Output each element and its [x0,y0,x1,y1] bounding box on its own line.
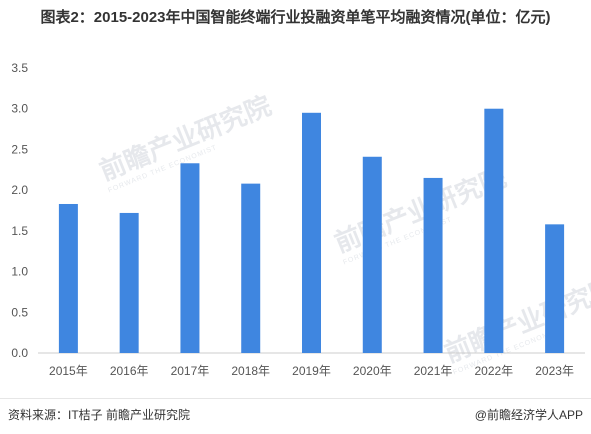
x-tick-label: 2016年 [110,364,149,378]
x-tick-label: 2017年 [171,364,210,378]
y-tick-label: 0.0 [11,346,28,360]
bar-2017年 [180,163,200,353]
bar-2020年 [362,156,382,353]
y-tick-label: 3.0 [11,102,28,116]
brand-note: @前瞻经济学人APP [474,408,583,422]
x-tick-label: 2023年 [535,364,574,378]
y-tick-label: 0.5 [11,305,28,319]
bar-2016年 [119,212,139,353]
chart-title: 图表2：2015-2023年中国智能终端行业投融资单笔平均融资情况(单位：亿元) [40,9,551,26]
x-tick-label: 2018年 [231,364,270,378]
y-tick-label: 1.0 [11,265,28,279]
x-tick-label: 2020年 [353,364,392,378]
footer-divider [0,398,591,399]
bar-2018年 [241,183,261,353]
y-tick-label: 2.5 [11,142,28,156]
bar-2019年 [302,112,321,354]
bar-2015年 [58,203,78,353]
source-note: 资料来源：IT桔子 前瞻产业研究院 [8,408,190,422]
x-tick-label: 2021年 [414,364,453,378]
y-tick-label: 3.5 [11,61,28,75]
bar-chart: 0.0 0.5 1.0 1.5 2.0 2.5 3.0 3.5 2015年 2016年 2017年 2… [11,61,585,378]
bar-2023年 [545,224,565,353]
x-tick-label: 2015年 [49,364,88,378]
bar-2022年 [484,108,504,353]
x-tick-label: 2022年 [474,364,513,378]
x-tick-label: 2019年 [292,364,331,378]
y-tick-label: 2.0 [11,183,28,197]
bar-2021年 [423,177,443,353]
y-tick-label: 1.5 [11,224,28,238]
